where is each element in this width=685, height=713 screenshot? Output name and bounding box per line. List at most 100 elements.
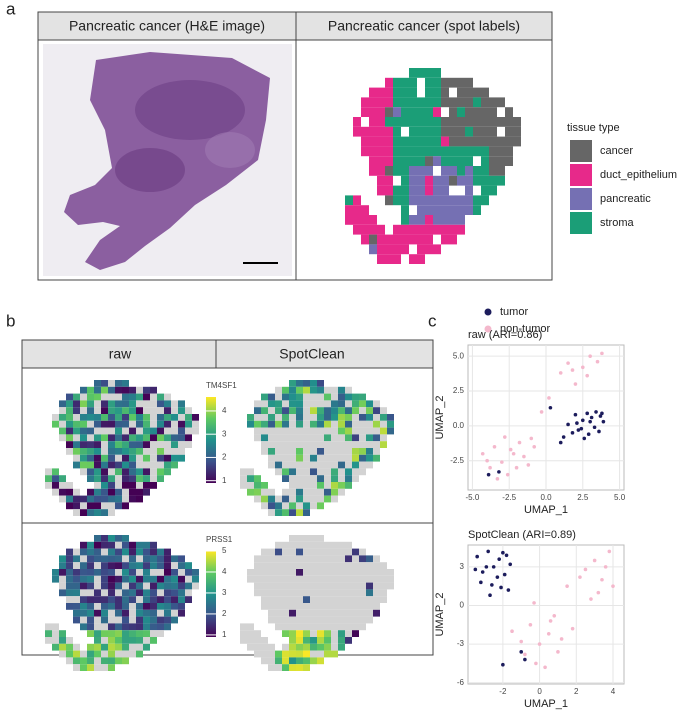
spot <box>425 68 433 78</box>
spot <box>387 427 394 435</box>
point <box>583 567 588 572</box>
spot <box>157 420 164 428</box>
spot <box>409 185 417 196</box>
spot <box>353 126 361 137</box>
spot <box>150 407 157 414</box>
spot <box>331 637 338 644</box>
spot <box>338 575 345 583</box>
spot <box>87 427 94 435</box>
spot <box>164 454 171 462</box>
spot <box>268 427 275 435</box>
spot <box>377 156 385 166</box>
spot <box>296 569 303 576</box>
point <box>594 410 598 414</box>
spot <box>393 156 401 166</box>
spot <box>157 461 164 469</box>
spot <box>465 126 473 137</box>
spot <box>122 637 129 644</box>
spot <box>73 420 80 428</box>
spot <box>66 650 73 658</box>
spot <box>373 441 380 448</box>
spot <box>401 117 409 127</box>
spot <box>409 195 417 206</box>
spot <box>331 434 338 442</box>
spot <box>73 407 80 414</box>
spot <box>377 254 385 264</box>
spot <box>324 623 331 631</box>
spot <box>171 414 178 421</box>
spot <box>338 562 345 569</box>
spot <box>331 616 338 624</box>
spot <box>345 407 352 414</box>
spot <box>303 637 310 644</box>
spot <box>129 541 136 549</box>
spot <box>59 575 66 583</box>
spot <box>401 77 409 88</box>
point <box>495 575 500 579</box>
spot <box>303 541 310 549</box>
panel-label: a <box>6 0 16 18</box>
point <box>528 622 533 627</box>
spot <box>101 630 108 637</box>
spot <box>369 107 377 117</box>
spot <box>80 555 87 563</box>
spot <box>310 400 317 408</box>
spot <box>136 420 143 428</box>
spot <box>115 643 122 651</box>
spot <box>289 643 296 651</box>
spot <box>393 146 401 157</box>
spot <box>80 589 87 597</box>
spot <box>331 630 338 637</box>
spot <box>481 195 489 206</box>
spot <box>373 609 380 617</box>
spot <box>73 603 80 610</box>
spot <box>164 393 171 401</box>
point <box>558 371 563 375</box>
spot <box>94 495 101 503</box>
spot <box>52 623 59 631</box>
spot <box>101 400 108 408</box>
spot <box>94 448 101 455</box>
spot <box>136 454 143 462</box>
spot <box>425 97 433 108</box>
spot <box>261 582 268 590</box>
spot <box>303 495 310 503</box>
spot <box>289 454 296 462</box>
spot <box>345 215 353 225</box>
spot <box>101 475 108 482</box>
spot <box>108 393 115 401</box>
spot <box>45 475 52 482</box>
spot <box>489 175 497 186</box>
colorbar-tick-label: 4 <box>222 567 227 576</box>
spot <box>331 475 338 482</box>
spot <box>94 535 101 542</box>
spot <box>331 623 338 631</box>
point <box>522 454 526 459</box>
spot <box>282 427 289 435</box>
spot <box>303 400 310 408</box>
spot <box>369 166 377 176</box>
point <box>601 419 606 424</box>
spot <box>385 166 393 176</box>
spot <box>303 623 310 631</box>
spot <box>143 448 150 455</box>
spot <box>338 555 345 563</box>
spot <box>373 454 380 462</box>
legend-label: non-tumor <box>500 323 550 335</box>
spot <box>268 420 275 428</box>
spot <box>377 175 385 186</box>
spot <box>361 146 369 157</box>
spot <box>366 461 373 469</box>
spot <box>296 664 303 671</box>
spot <box>310 657 317 665</box>
spot <box>108 475 115 482</box>
spot <box>101 643 108 651</box>
spot <box>338 548 345 556</box>
spot <box>449 107 457 117</box>
spot <box>94 434 101 442</box>
point <box>597 429 601 434</box>
spot <box>324 637 331 644</box>
spot <box>108 502 115 510</box>
spot <box>425 156 433 166</box>
colorbar-tick-label: 3 <box>222 588 227 597</box>
